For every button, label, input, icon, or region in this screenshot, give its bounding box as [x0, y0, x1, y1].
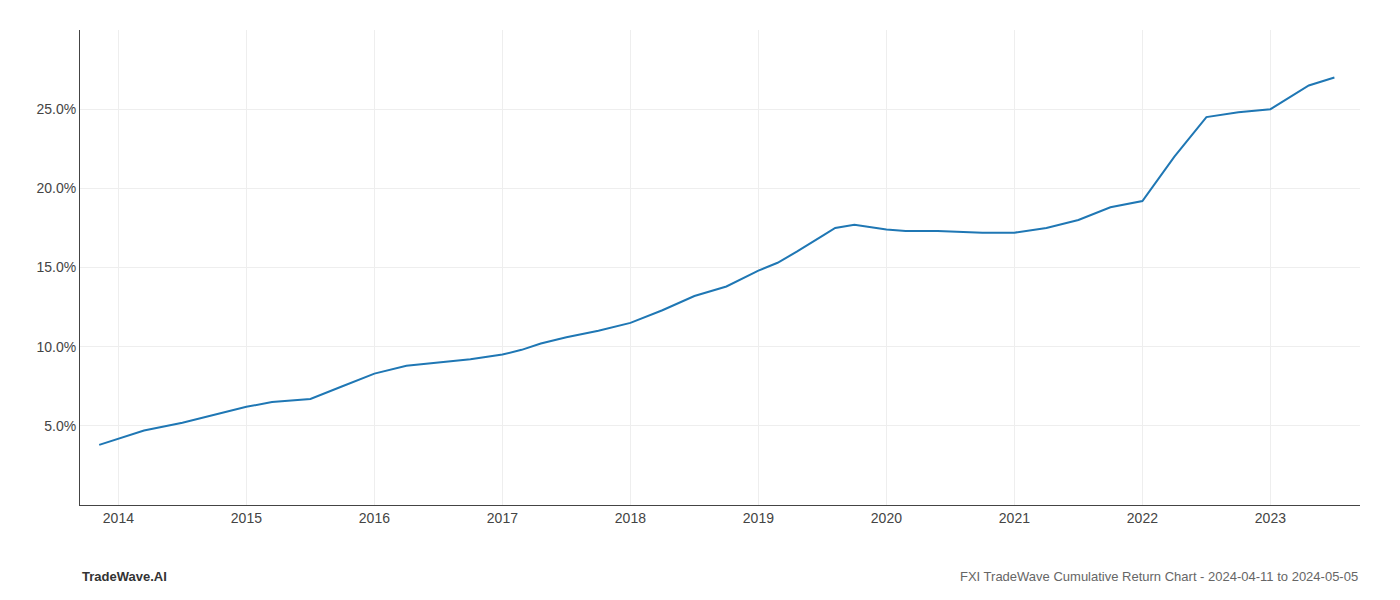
svg-text:FXI TradeWave Cumulative Retur: FXI TradeWave Cumulative Return Chart - … — [960, 569, 1358, 584]
svg-text:10.0%: 10.0% — [36, 339, 76, 355]
svg-text:25.0%: 25.0% — [36, 101, 76, 117]
svg-text:TradeWave.AI: TradeWave.AI — [82, 569, 167, 584]
svg-text:2018: 2018 — [615, 510, 646, 526]
svg-text:15.0%: 15.0% — [36, 259, 76, 275]
svg-text:2021: 2021 — [999, 510, 1030, 526]
svg-text:2016: 2016 — [359, 510, 390, 526]
svg-text:2022: 2022 — [1127, 510, 1158, 526]
svg-text:2017: 2017 — [487, 510, 518, 526]
svg-text:2015: 2015 — [231, 510, 262, 526]
svg-text:20.0%: 20.0% — [36, 180, 76, 196]
svg-text:2014: 2014 — [103, 510, 134, 526]
svg-text:2020: 2020 — [871, 510, 902, 526]
svg-text:2023: 2023 — [1255, 510, 1286, 526]
svg-text:2019: 2019 — [743, 510, 774, 526]
svg-text:5.0%: 5.0% — [44, 418, 76, 434]
